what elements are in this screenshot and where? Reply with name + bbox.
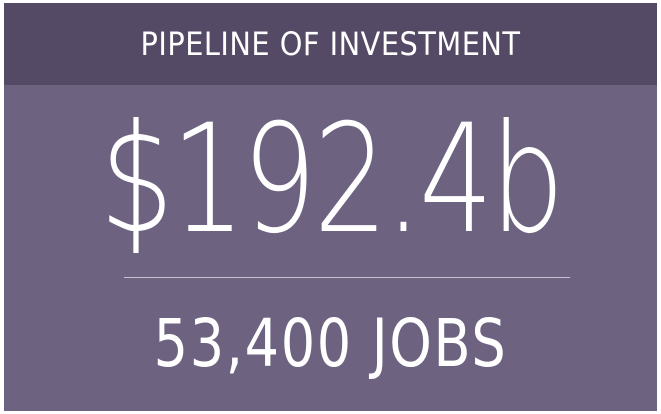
investment-value: $192.4b [99, 93, 565, 267]
jobs-value: 53,400 JOBS [153, 305, 508, 382]
divider [124, 277, 570, 278]
card-header: PIPELINE OF INVESTMENT [4, 3, 657, 85]
stat-card: PIPELINE OF INVESTMENT $192.4b 53,400 JO… [4, 3, 657, 411]
header-title: PIPELINE OF INVESTMENT [140, 25, 521, 63]
